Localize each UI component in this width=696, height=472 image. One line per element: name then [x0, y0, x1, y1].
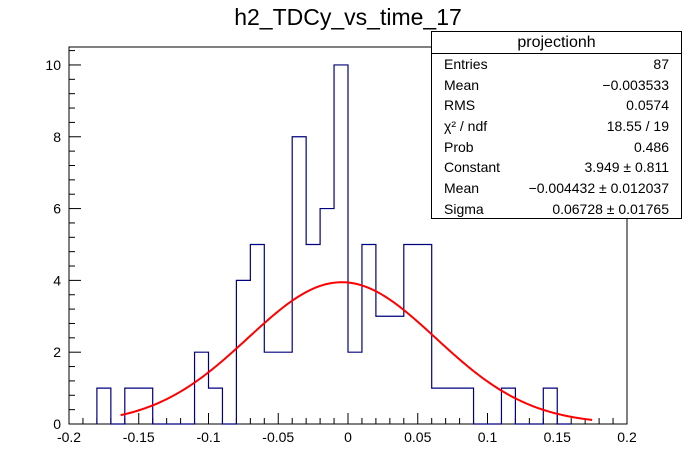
stat-value: 0.486 — [633, 138, 669, 155]
stat-value: 18.55 / 19 — [606, 118, 669, 135]
stat-row-constant: Constant 3.949 ± 0.811 — [432, 157, 681, 178]
stat-name: Sigma — [444, 200, 484, 217]
stat-name: χ² / ndf — [444, 118, 488, 135]
stat-value: 87 — [653, 56, 669, 72]
stat-value: 0.06728 ± 0.01765 — [552, 200, 669, 217]
x-tick-label: 0.1 — [478, 429, 498, 445]
y-tick-label: 6 — [53, 201, 61, 217]
histogram-outline — [96, 64, 572, 425]
x-tick-label: 0.2 — [617, 429, 637, 445]
stat-name: Mean — [444, 76, 480, 93]
x-tick-label: 0 — [344, 429, 352, 445]
axes: -0.2 -0.15 -0.1 -0.05 0 0.05 0.1 0.15 0.2 0 2 4 6 8 10 — [45, 46, 637, 445]
y-tick-label: 0 — [53, 416, 61, 432]
y-tick-label: 4 — [53, 272, 61, 288]
stats-title: projectionh — [432, 32, 681, 54]
chart-title: h2_TDCy_vs_time_17 — [234, 4, 462, 30]
stat-row-fit-mean: Mean −0.004432 ± 0.012037 — [432, 178, 681, 199]
stat-value: −0.003533 — [602, 76, 669, 93]
y-tick-label: 8 — [53, 129, 61, 145]
x-tick-label: -0.15 — [123, 429, 155, 445]
x-tick-label: 0.05 — [404, 429, 431, 445]
histogram-bars — [96, 64, 572, 425]
stat-row-prob: Prob 0.486 — [432, 137, 681, 158]
y-tick-label: 2 — [53, 344, 61, 360]
x-tick-label: -0.2 — [57, 429, 81, 445]
x-tick-label: -0.1 — [196, 429, 220, 445]
stat-name: Constant — [444, 159, 501, 176]
stat-row-chi2: χ² / ndf 18.55 / 19 — [432, 116, 681, 137]
stat-value: 3.949 ± 0.811 — [584, 159, 670, 176]
x-tick-label: 0.15 — [544, 429, 571, 445]
stat-name: Entries — [444, 56, 488, 72]
stat-name: RMS — [444, 97, 476, 114]
stat-value: −0.004432 ± 0.012037 — [528, 180, 669, 197]
stat-value: 0.0574 — [626, 97, 669, 114]
stat-row-entries: Entries 87 — [432, 54, 681, 75]
stat-row-rms: RMS 0.0574 — [432, 95, 681, 116]
x-tick-label: -0.05 — [262, 429, 294, 445]
fit-curve — [120, 281, 593, 421]
stat-row-mean: Mean −0.003533 — [432, 75, 681, 96]
stat-name: Prob — [444, 138, 474, 155]
fit-curve-group — [120, 281, 593, 421]
y-tick-label: 10 — [45, 57, 61, 73]
stat-name: Mean — [444, 180, 480, 197]
stats-box: projectionh Entries 87 Mean −0.003533 RM… — [431, 31, 682, 219]
stat-row-sigma: Sigma 0.06728 ± 0.01765 — [432, 199, 681, 220]
